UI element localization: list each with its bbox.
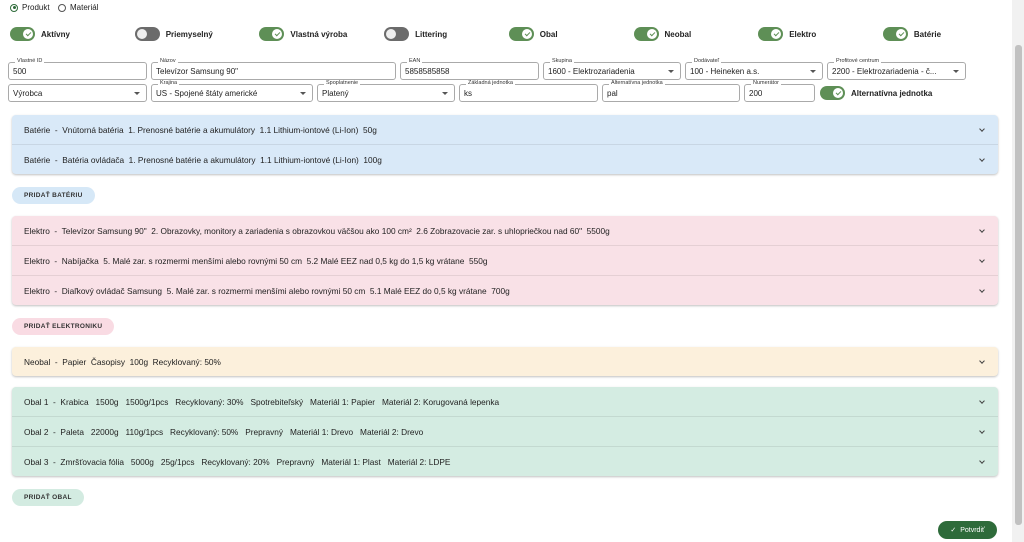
- field-label: Krajina: [158, 80, 180, 86]
- field-label: Základná jednotka: [466, 80, 515, 86]
- toggle[interactable]: Priemyselný: [134, 27, 213, 41]
- radio-label: Materiál: [70, 3, 99, 12]
- field-label: Alternatívna jednotka: [609, 80, 665, 86]
- button-wrap: PRIDAŤ ELEKTRONIKU: [12, 315, 998, 347]
- toggle-label: Elektro: [789, 29, 817, 39]
- input-field[interactable]: Výrobca: [8, 84, 147, 102]
- field-label: Profitové centrum: [834, 58, 882, 64]
- field-value: 2200 - Elektrozariadenia - č...: [832, 66, 937, 76]
- button-wrap: PRIDAŤ OBAL: [12, 486, 998, 518]
- add-button[interactable]: PRIDAŤ BATÉRIU: [12, 187, 95, 204]
- radio-dot[interactable]: [58, 3, 66, 12]
- switch[interactable]: [508, 27, 534, 41]
- accordion-row[interactable]: Obal 3 - Zmršťovacia fólia 5000g 25g/1pc…: [12, 446, 998, 476]
- confirm-label: Potvrdiť: [960, 526, 985, 534]
- field-value: 1600 - Elektrozariadenia: [548, 66, 635, 76]
- switch[interactable]: [134, 27, 160, 41]
- input-field[interactable]: Základná jednotka ks: [459, 80, 598, 102]
- input-field[interactable]: Profitové centrum 2200 - Elektrozariadeni…: [827, 58, 966, 80]
- field-value: 100 - Heineken a.s.: [690, 66, 760, 76]
- field-value: 5858585858: [405, 66, 450, 76]
- input-field[interactable]: Názov Televízor Samsung 90": [151, 58, 396, 80]
- toggle[interactable]: Obal: [508, 27, 558, 41]
- input-field[interactable]: Skupina 1600 - Elektrozariadenia: [543, 58, 681, 80]
- toggle[interactable]: Neobal: [633, 27, 692, 41]
- accordion-group: Obal 1 - Krabica 1500g 1500g/1pcs Recykl…: [12, 387, 998, 476]
- radio-label: Produkt: [22, 3, 50, 12]
- toggle[interactable]: Vlastná výroba: [259, 27, 347, 41]
- switch[interactable]: [10, 27, 35, 41]
- input-field[interactable]: Vlastné ID 500: [8, 58, 147, 80]
- field-label: Spoplatnenie: [324, 80, 361, 86]
- field-label: Názov: [158, 58, 178, 64]
- switch[interactable]: [259, 27, 285, 41]
- field-label: Vlastné ID: [15, 58, 45, 64]
- accordion-row[interactable]: Obal 1 - Krabica 1500g 1500g/1pcs Recykl…: [12, 387, 998, 416]
- toggle-label: Batérie: [913, 29, 942, 39]
- input-field[interactable]: Alternatívna jednotka pal: [602, 80, 740, 102]
- field-value: 500: [13, 66, 27, 76]
- groups: Batérie - Vnútorná batéria 1. Prenosné b…: [12, 115, 998, 518]
- toggle-label: Priemyselný: [165, 29, 213, 39]
- accordion-row[interactable]: Batérie - Vnútorná batéria 1. Prenosné b…: [12, 115, 998, 144]
- toggle-label: Aktívny: [41, 29, 70, 39]
- toggle-label: Vlastná výroba: [290, 29, 348, 39]
- radio-dot[interactable]: [10, 3, 18, 12]
- field-value: US - Spojené štáty americké: [156, 88, 258, 98]
- accordion-row[interactable]: Elektro - Televízor Samsung 90" 2. Obraz…: [12, 216, 998, 245]
- field-label: EAN: [407, 58, 423, 64]
- field-value: Výrobca: [13, 88, 43, 98]
- radio-option[interactable]: Materiál: [58, 3, 98, 12]
- toggle-label: Obal: [539, 29, 558, 39]
- accordion-row[interactable]: Elektro - Diaľkový ovládač Samsung 5. Ma…: [12, 275, 998, 305]
- switch[interactable]: [820, 86, 845, 100]
- field-value: ks: [464, 88, 472, 98]
- toggle[interactable]: Littering: [384, 27, 447, 41]
- button-wrap: PRIDAŤ BATÉRIU: [12, 184, 998, 216]
- toggle[interactable]: Aktívny: [10, 27, 70, 41]
- radio-option[interactable]: Produkt: [10, 3, 50, 12]
- switch[interactable]: [633, 27, 659, 41]
- field-value: 200: [749, 88, 763, 98]
- toggle-label: Alternatívna jednotka: [851, 88, 933, 98]
- field-value: pal: [607, 88, 618, 98]
- toggle[interactable]: Elektro: [758, 27, 816, 41]
- field-value: Platený: [322, 88, 349, 98]
- input-field[interactable]: Krajina US - Spojené štáty americké: [151, 80, 313, 102]
- accordion-row[interactable]: Batérie - Batéria ovládača 1. Prenosné b…: [12, 144, 998, 174]
- toggle[interactable]: Alternatívna jednotka: [820, 86, 932, 100]
- input-field[interactable]: Dodávateľ 100 - Heineken a.s.: [685, 58, 823, 80]
- add-button[interactable]: PRIDAŤ ELEKTRONIKU: [12, 318, 115, 335]
- accordion-row[interactable]: Elektro - Nabíjačka 5. Malé zar. s rozme…: [12, 245, 998, 275]
- field-value: Televízor Samsung 90": [156, 66, 238, 76]
- input-field[interactable]: Spoplatnenie Platený: [317, 80, 455, 102]
- field-label: Numerátor: [751, 80, 781, 86]
- scrollbar-thumb[interactable]: [1015, 45, 1022, 525]
- field-label: Skupina: [550, 58, 574, 64]
- accordion-row[interactable]: Obal 2 - Paleta 22000g 110g/1pcs Recyklo…: [12, 416, 998, 446]
- input-field[interactable]: Numerátor 200: [744, 80, 815, 102]
- field-label: Dodávateľ: [692, 58, 722, 64]
- toggle[interactable]: Batérie: [882, 27, 942, 41]
- switch[interactable]: [384, 27, 410, 41]
- switch[interactable]: [882, 27, 908, 41]
- accordion-group: Elektro - Televízor Samsung 90" 2. Obraz…: [12, 216, 998, 305]
- add-button[interactable]: PRIDAŤ OBAL: [12, 489, 84, 506]
- accordion-row[interactable]: Neobal - Papier Časopisy 100g Recyklovan…: [12, 347, 998, 376]
- check-icon: ✓: [950, 527, 957, 534]
- accordion-group: Batérie - Vnútorná batéria 1. Prenosné b…: [12, 115, 998, 174]
- confirm-button[interactable]: ✓ Potvrdiť: [938, 521, 997, 539]
- accordion-group: Neobal - Papier Časopisy 100g Recyklovan…: [12, 347, 998, 376]
- input-field[interactable]: EAN 5858585858: [400, 58, 539, 80]
- toggle-label: Littering: [415, 29, 448, 39]
- switch[interactable]: [758, 27, 784, 41]
- toggle-label: Neobal: [664, 29, 692, 39]
